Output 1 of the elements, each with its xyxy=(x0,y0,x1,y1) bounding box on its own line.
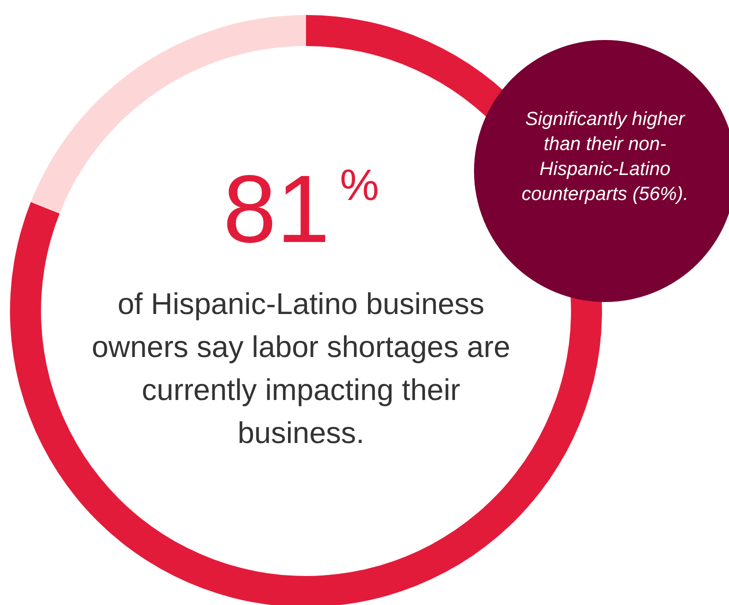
data-label: 81$^{%}$ xyxy=(223,156,379,263)
